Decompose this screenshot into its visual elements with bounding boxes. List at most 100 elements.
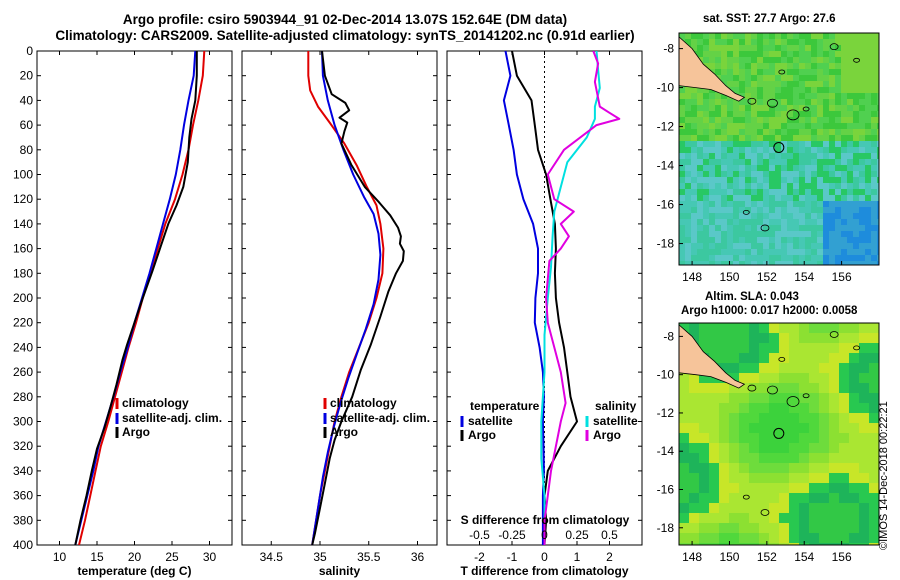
sst-map-cell — [757, 69, 763, 75]
sst-map-cell — [823, 33, 829, 39]
sst-map-cell — [823, 243, 829, 249]
sst-map-cell — [775, 33, 781, 39]
sst-map-cell — [799, 159, 805, 165]
temp-xtick-label: 10 — [53, 550, 67, 564]
sst-map-cell — [781, 129, 787, 135]
sst-map-cell — [817, 159, 823, 165]
sst-map-cell — [769, 57, 775, 63]
sst-map-cell — [871, 129, 877, 135]
sst-map-cell — [877, 135, 879, 141]
sst-map-cell — [793, 75, 799, 81]
sst-map-island — [767, 98, 778, 108]
sla-map-cell — [839, 473, 849, 483]
sst-map-cell — [763, 87, 769, 93]
sst-map-cell — [709, 39, 715, 45]
sst-map-cell — [841, 123, 847, 129]
sst-map-cell — [847, 135, 853, 141]
sst-map-cell — [775, 141, 781, 147]
sst-map-cell — [721, 207, 727, 213]
sst-map-cell — [679, 231, 685, 237]
sst-map-cell — [691, 159, 697, 165]
sla-map-cell — [819, 473, 829, 483]
sst-map-cell — [757, 141, 763, 147]
sst-map-cell — [805, 135, 811, 141]
sst-map-cell — [733, 63, 739, 69]
sst-map-cell — [835, 129, 841, 135]
sst-map-cell — [865, 93, 871, 99]
sst-map-cell — [871, 51, 877, 57]
sst-map-cell — [847, 129, 853, 135]
sst-map-cell — [787, 219, 793, 225]
sst-map-cell — [799, 117, 805, 123]
sst-map-cell — [811, 135, 817, 141]
sst-map-cell — [841, 237, 847, 243]
sst-map-cell — [859, 141, 865, 147]
sla-map-cell — [699, 333, 709, 343]
sst-map-cell — [769, 171, 775, 177]
sst-map-cell — [781, 39, 787, 45]
sst-map-cell — [769, 261, 775, 265]
sla-map-cell — [679, 543, 689, 545]
sst-map-cell — [877, 225, 879, 231]
sst-map-cell — [697, 33, 703, 39]
sst-map-cell — [691, 213, 697, 219]
sst-map-cell — [697, 45, 703, 51]
sst-map-cell — [745, 105, 751, 111]
sst-map-cell — [721, 231, 727, 237]
sst-map-cell — [703, 261, 709, 265]
sst-map-cell — [733, 57, 739, 63]
sla-map-cell — [749, 523, 759, 533]
sla-map-cell — [829, 463, 839, 473]
sst-map-cell — [799, 39, 805, 45]
sst-map-cell — [859, 243, 865, 249]
sst-map-cell — [793, 243, 799, 249]
sst-map-cell — [715, 135, 721, 141]
sst-map-cell — [805, 231, 811, 237]
sla-map-cell — [709, 533, 719, 543]
sst-map-cell — [685, 255, 691, 261]
sla-map-cell — [739, 343, 749, 353]
sst-map-cell — [679, 93, 685, 99]
sla-map-cell — [699, 493, 709, 503]
sst-map-cell — [847, 111, 853, 117]
sst-map-cell — [757, 165, 763, 171]
sst-map-cell — [691, 147, 697, 153]
sst-map-cell — [823, 237, 829, 243]
sst-map-cell — [787, 159, 793, 165]
depth-tick-label: 260 — [13, 365, 33, 379]
sst-map-cell — [781, 195, 787, 201]
sla-map-cell — [759, 503, 769, 513]
sst-map-cell — [739, 63, 745, 69]
sla-map-cell — [869, 493, 879, 503]
sst-map-cell — [727, 147, 733, 153]
sst-map-cell — [733, 165, 739, 171]
diff-legend-s-label: satellite — [593, 414, 638, 428]
sst-map-cell — [745, 231, 751, 237]
sst-map-cell — [799, 165, 805, 171]
sst-map-cell — [751, 171, 757, 177]
sst-map-cell — [757, 33, 763, 39]
sla-map-cell — [869, 513, 879, 523]
sla-map-cell — [789, 503, 799, 513]
sla-map-cell — [859, 533, 869, 543]
sst-map-cell — [805, 63, 811, 69]
sst-map-cell — [823, 177, 829, 183]
sla-map-cell — [829, 363, 839, 373]
sla-map-cell — [789, 513, 799, 523]
sla-map-cell — [789, 493, 799, 503]
sst-map-cell — [805, 195, 811, 201]
sst-map-cell — [757, 129, 763, 135]
sst-map-cell — [703, 171, 709, 177]
sst-map-cell — [811, 93, 817, 99]
sst-map-cell — [691, 195, 697, 201]
sst-map-cell — [829, 249, 835, 255]
sst-map-cell — [829, 141, 835, 147]
sla-map-cell — [839, 453, 849, 463]
sst-map-cell — [805, 57, 811, 63]
sla-map-cell — [859, 343, 869, 353]
sal-xtick-label: 34.5 — [260, 550, 284, 564]
sst-map-cell — [739, 75, 745, 81]
sla-map-cell — [819, 543, 829, 545]
sla-map-cell — [779, 383, 789, 393]
sst-map-cell — [877, 111, 879, 117]
